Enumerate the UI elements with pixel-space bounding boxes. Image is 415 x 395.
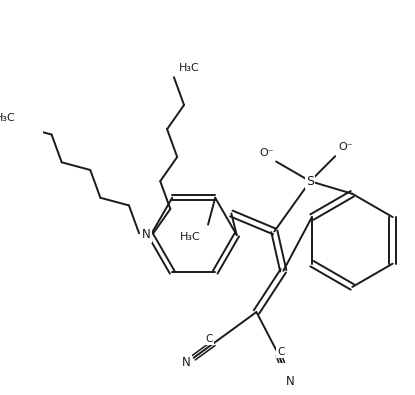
Text: C: C <box>205 334 212 344</box>
Text: N: N <box>286 375 295 388</box>
Text: N: N <box>142 228 151 241</box>
Text: O⁻: O⁻ <box>339 142 353 152</box>
Text: H₃C: H₃C <box>178 63 199 73</box>
Text: N: N <box>182 356 191 369</box>
Text: C: C <box>277 347 284 357</box>
Text: O⁻: O⁻ <box>260 148 274 158</box>
Text: H₃C: H₃C <box>180 232 201 242</box>
Text: S: S <box>306 175 314 188</box>
Text: H₃C: H₃C <box>0 113 16 123</box>
